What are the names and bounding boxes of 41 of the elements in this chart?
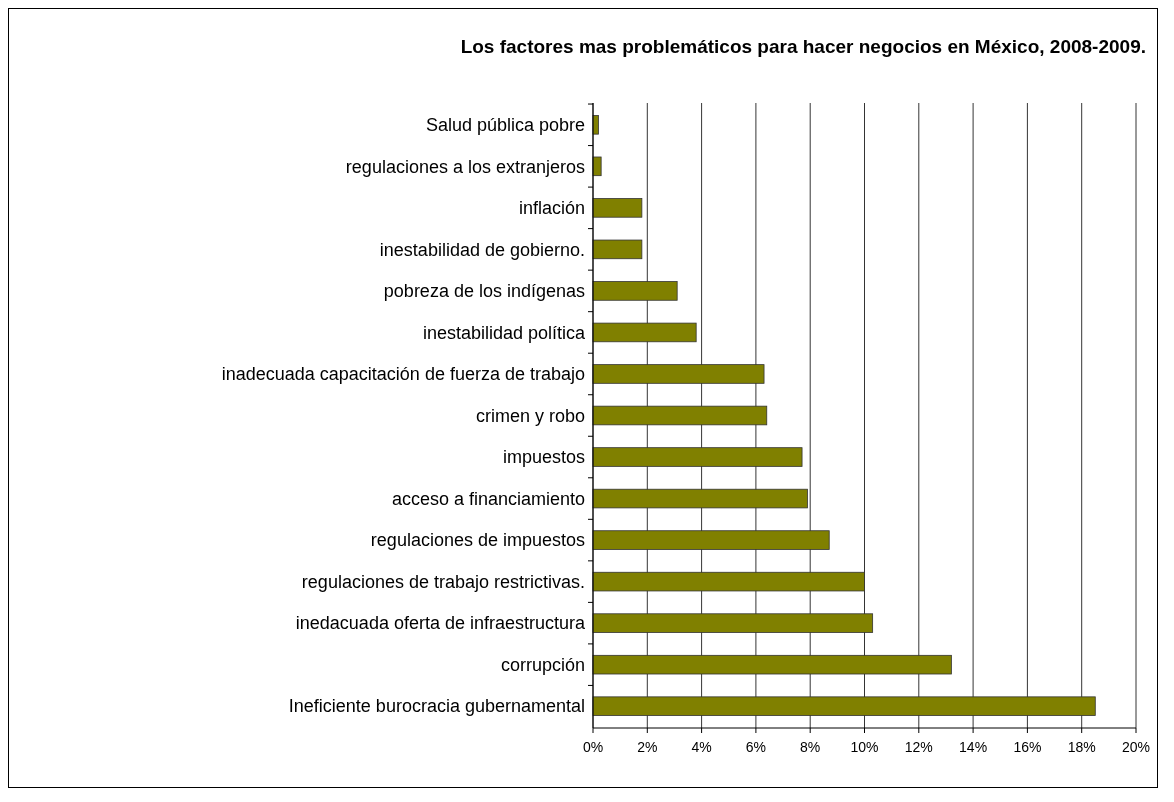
- bar: [592, 447, 803, 467]
- x-tick-label: 14%: [959, 739, 988, 755]
- y-tick-label: impuestos: [502, 447, 585, 468]
- y-tick-label: Ineficiente burocracia gubernamental: [288, 696, 585, 717]
- x-tick-label: 2%: [637, 739, 658, 755]
- x-tick-label: 16%: [1013, 739, 1042, 755]
- y-tick-label: pobreza de los indígenas: [383, 281, 585, 302]
- x-tick-label: 6%: [745, 739, 767, 755]
- x-tick-label: 8%: [800, 739, 821, 755]
- y-tick-label: inadecuada capacitación de fuerza de trabajo: [221, 364, 585, 385]
- x-tick-label: 20%: [1121, 739, 1151, 755]
- y-tick-label: regulaciones de trabajo restrictivas.: [301, 571, 585, 592]
- bar: [592, 613, 874, 633]
- x-tick-label: 4%: [691, 739, 712, 755]
- bar: [592, 364, 765, 384]
- x-tick-label: 10%: [850, 739, 879, 755]
- bar: [592, 530, 830, 550]
- bar: [592, 281, 678, 301]
- bar: [592, 571, 865, 592]
- y-tick-label: crimen y robo: [475, 405, 585, 426]
- bar: [592, 156, 602, 177]
- x-tick-label: 18%: [1067, 739, 1096, 755]
- bar: [592, 488, 808, 509]
- y-tick-label: regulaciones de impuestos: [370, 530, 585, 551]
- bar: [592, 696, 1096, 716]
- chart-title: Los factores mas problemáticos para hacer negocios en México, 2008-2009.: [460, 36, 1146, 57]
- y-tick-label: corrupción: [500, 654, 585, 675]
- y-tick-label: inflación: [518, 198, 585, 219]
- bar: [592, 198, 643, 218]
- y-tick-label: regulaciones a los extranjeros: [345, 156, 585, 177]
- x-tick-label: 0%: [582, 739, 604, 755]
- bar: [592, 322, 697, 343]
- y-tick-label: inedacuada oferta de infraestructura: [295, 613, 586, 634]
- x-tick-label: 12%: [904, 739, 933, 755]
- y-tick-label: acceso a financiamiento: [391, 488, 585, 509]
- bar: [592, 239, 643, 260]
- y-tick-label: Salud pública pobre: [425, 115, 585, 136]
- y-tick-label: inestabilidad de gobierno.: [379, 239, 585, 260]
- bar: [592, 654, 952, 675]
- y-tick-label: inestabilidad política: [422, 322, 586, 343]
- bar: [592, 405, 768, 426]
